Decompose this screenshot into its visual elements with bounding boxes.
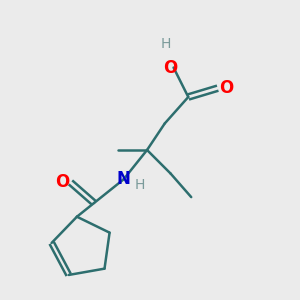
Text: H: H (134, 178, 145, 192)
Text: O: O (164, 58, 178, 76)
Text: O: O (55, 173, 69, 191)
Text: H: H (161, 37, 171, 51)
Text: O: O (219, 79, 234, 97)
Text: N: N (117, 170, 130, 188)
